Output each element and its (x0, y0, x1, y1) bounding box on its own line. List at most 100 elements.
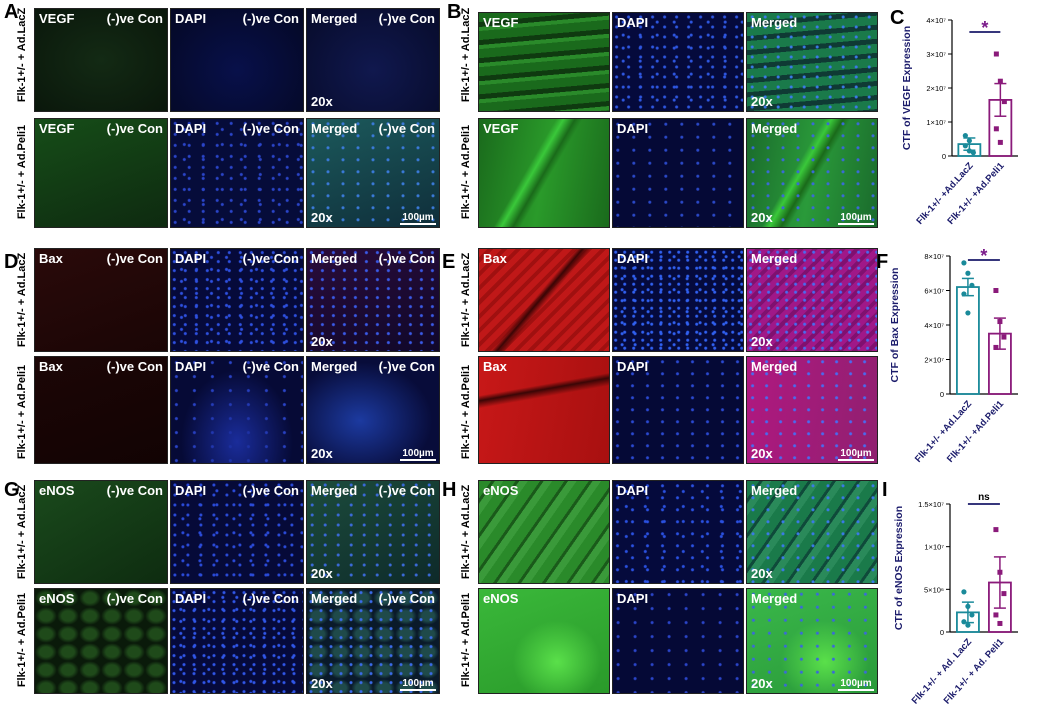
data-point (993, 51, 999, 57)
data-point (1001, 99, 1007, 105)
x-category-label: Flk-1+/- + Ad. Peli1 (942, 636, 1007, 706)
micrograph-dapi: DAPI (612, 118, 744, 228)
micrograph-merged-neg-control: Merged (-)ve Con 20x (306, 8, 440, 112)
micrograph-enos: eNOS (478, 480, 610, 584)
micrograph-dapi: DAPI (612, 356, 744, 464)
micrograph-dapi: DAPI (612, 588, 744, 694)
micrograph-dapi: DAPI (612, 480, 744, 584)
y-tick-label: 5×10⁶ (924, 585, 944, 594)
micrograph-enos-neg-control: eNOS (-)ve Con (34, 588, 168, 694)
micrograph-merged-neg-control: Merged (-)ve Con 20x (306, 480, 440, 584)
data-point (993, 288, 999, 293)
panel-letter-f: F (876, 251, 889, 273)
row-label-lacz: Flk-1+/- + Ad.LacZ (16, 252, 28, 348)
micrograph-dapi-neg-control: DAPI (-)ve Con (170, 588, 304, 694)
micrograph-merged-neg-control: Merged (-)ve Con 20x (306, 248, 440, 352)
micrograph-merged-neg-control: Merged (-)ve Con 20x 100µm (306, 588, 440, 694)
y-tick-label: 4×10⁷ (926, 16, 946, 25)
data-point (993, 344, 999, 350)
x-category-label: Flk-1+/- +Ad.LacZ (913, 399, 974, 465)
data-point (997, 78, 1003, 84)
data-point (997, 569, 1003, 575)
x-category-label: Flk-1+/- +Ad.Peli1 (945, 398, 1007, 465)
row-label-peli1: Flk-1+/- + Ad.Peli1 (16, 592, 28, 688)
y-axis-label: CTF of eNOS Expression (893, 506, 905, 630)
data-point (961, 619, 967, 625)
data-point (969, 612, 975, 618)
data-point (965, 603, 971, 609)
row-label-peli1: Flk-1+/- + Ad.Peli1 (16, 124, 28, 220)
data-point (997, 620, 1003, 626)
micrograph-dapi-neg-control: DAPI (-)ve Con (170, 248, 304, 352)
row-label-lacz: Flk-1+/- + Ad.LacZ (16, 7, 28, 103)
panel-letter-b: B (447, 1, 462, 23)
data-point (965, 310, 971, 316)
bar-chart-vegf: CTF of VEGF Expression 0 1×10⁷ 2×10⁷ 3×10⁷ 4×… (901, 16, 1018, 227)
panel-letter-e: E (442, 251, 456, 273)
micrograph-merged-neg-control: Merged (-)ve Con 20x 100µm (306, 356, 440, 464)
micrograph-dapi-neg-control: DAPI (-)ve Con (170, 480, 304, 584)
y-tick-label: 6×10⁷ (924, 287, 944, 296)
y-tick-label: 1×10⁷ (926, 118, 946, 127)
micrograph-enos: eNOS (478, 588, 610, 694)
micrograph-bax: Bax (478, 248, 610, 352)
data-point (965, 270, 971, 276)
row-label-lacz: Flk-1+/- + Ad.LacZ (16, 484, 28, 580)
data-point (966, 148, 972, 154)
micrograph-merged: Merged 20x 100µm (746, 356, 878, 464)
data-point (997, 319, 1003, 325)
y-tick-label: 2×10⁷ (924, 356, 944, 365)
y-tick-label: 8×10⁷ (924, 252, 944, 261)
data-point (965, 622, 971, 628)
x-category-label: Flk-1+/- +Ad.LacZ (914, 161, 975, 227)
panel-letter-d: D (4, 251, 19, 273)
data-point (966, 138, 972, 144)
micrograph-merged: Merged 20x (746, 12, 878, 112)
y-tick-label: 1.5×10⁷ (918, 500, 944, 509)
row-label-peli1: Flk-1+/- + Ad.Peli1 (460, 364, 472, 460)
data-point (961, 291, 967, 297)
data-point (961, 260, 967, 266)
micrograph-dapi-neg-control: DAPI (-)ve Con (170, 8, 304, 112)
significance-label: * (980, 248, 987, 266)
micrograph-vegf: VEGF (478, 118, 610, 228)
micrograph-bax: Bax (478, 356, 610, 464)
panel-letter-h: H (442, 479, 457, 501)
micrograph-merged-neg-control: Merged (-)ve Con 20x 100µm (306, 118, 440, 228)
row-label-peli1: Flk-1+/- + Ad.Peli1 (16, 364, 28, 460)
x-category-label: Flk-1+/- + Ad. LacZ (910, 637, 975, 707)
data-point (993, 527, 999, 533)
row-label-lacz: Flk-1+/- + Ad.LacZ (460, 7, 472, 103)
data-point (962, 133, 968, 139)
y-tick-label: 0 (942, 152, 946, 161)
micrograph-dapi-neg-control: DAPI (-)ve Con (170, 118, 304, 228)
y-tick-label: 2×10⁷ (926, 84, 946, 93)
panel-letter-g: G (4, 479, 20, 501)
data-point (993, 126, 999, 132)
data-point (1001, 591, 1007, 597)
bar-chart-bax: CTF of Bax Expression 0 2×10⁷ 4×10⁷ 6×10⁷ 8×1… (889, 248, 1018, 465)
significance-label: ns (978, 492, 990, 503)
data-point (961, 589, 967, 595)
micrograph-bax-neg-control: Bax (-)ve Con (34, 248, 168, 352)
x-category-label: Flk-1+/- +Ad.Peli1 (945, 160, 1007, 227)
bar-chart-enos: CTF of eNOS Expression 0 5×10⁶ 1×10⁷ 1.5×10⁷… (893, 492, 1018, 707)
data-point (969, 282, 975, 288)
row-label-lacz: Flk-1+/- + Ad.LacZ (460, 252, 472, 348)
bar (956, 286, 980, 395)
micrograph-vegf-neg-control: VEGF (-)ve Con (34, 118, 168, 228)
y-tick-label: 0 (940, 628, 944, 637)
data-point (970, 150, 976, 156)
micrograph-merged: Merged 20x (746, 248, 878, 352)
micrograph-merged: Merged 20x (746, 480, 878, 584)
micrograph-enos-neg-control: eNOS (-)ve Con (34, 480, 168, 584)
panel-letter-a: A (4, 1, 19, 23)
row-label-lacz: Flk-1+/- + Ad.LacZ (460, 484, 472, 580)
row-label-peli1: Flk-1+/- + Ad.Peli1 (460, 124, 472, 220)
data-point (1001, 334, 1007, 340)
panel-letter-i: I (882, 479, 888, 501)
y-tick-label: 3×10⁷ (926, 50, 946, 59)
y-axis-label: CTF of VEGF Expression (901, 26, 913, 150)
y-axis-label: CTF of Bax Expression (889, 268, 901, 383)
micrograph-merged: Merged 20x 100µm (746, 588, 878, 694)
